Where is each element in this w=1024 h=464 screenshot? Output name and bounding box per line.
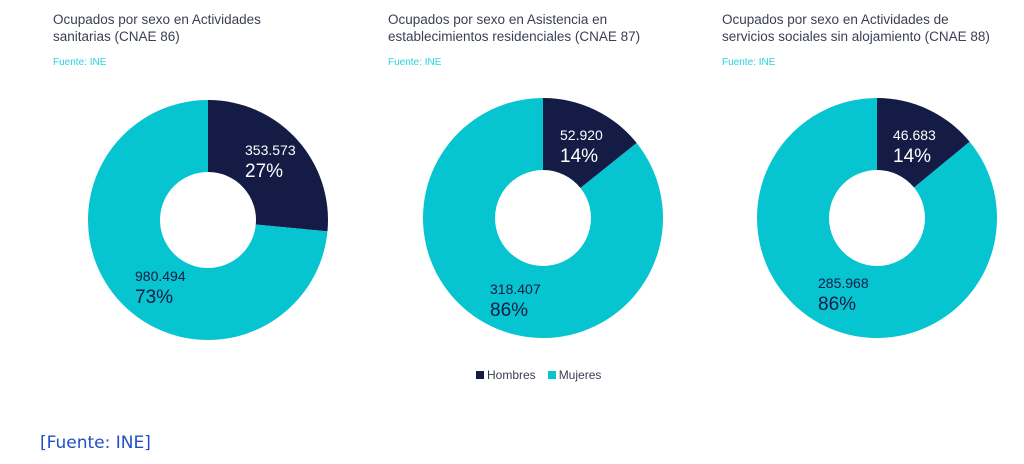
data-label-percent: 73% bbox=[135, 287, 173, 308]
legend-item-hombres: Hombres bbox=[476, 368, 536, 382]
chart-source-2: Fuente: INE bbox=[388, 57, 442, 68]
data-label-value: 980.494 bbox=[135, 268, 186, 284]
slice-mujeres bbox=[423, 98, 664, 338]
chart-title-1: Ocupados por sexo en Actividades sanitar… bbox=[53, 12, 261, 44]
data-label-value: 52.920 bbox=[560, 127, 603, 143]
data-label-value: 353.573 bbox=[245, 142, 296, 158]
chart-source-3: Fuente: INE bbox=[722, 57, 776, 68]
slice-mujeres bbox=[88, 100, 328, 341]
chart-source-1: Fuente: INE bbox=[53, 57, 107, 68]
data-label-percent: 14% bbox=[560, 146, 598, 167]
data-label-percent: 86% bbox=[818, 294, 856, 315]
legend-swatch-mujeres bbox=[547, 371, 556, 379]
legend-swatch-hombres bbox=[476, 371, 484, 379]
data-label-percent: 14% bbox=[893, 146, 931, 167]
slice-mujeres bbox=[756, 98, 997, 338]
legend: Hombres Mujeres bbox=[476, 368, 601, 382]
slice-hombres bbox=[543, 98, 637, 188]
chart-title-3: Ocupados por sexo en Actividades de serv… bbox=[722, 12, 990, 44]
slice-hombres bbox=[208, 100, 328, 232]
data-label-value: 46.683 bbox=[893, 127, 936, 143]
legend-label: Hombres bbox=[487, 368, 536, 382]
data-label-value: 285.968 bbox=[818, 275, 869, 291]
data-label-value: 318.407 bbox=[490, 281, 541, 297]
data-label-percent: 27% bbox=[245, 161, 283, 182]
chart-title-2: Ocupados por sexo en Asistencia en estab… bbox=[388, 12, 641, 44]
slice-hombres bbox=[877, 98, 970, 188]
legend-label: Mujeres bbox=[558, 368, 602, 382]
legend-item-mujeres: Mujeres bbox=[547, 368, 602, 382]
data-label-percent: 86% bbox=[490, 300, 528, 321]
footer-source: [Fuente: INE] bbox=[40, 433, 151, 453]
